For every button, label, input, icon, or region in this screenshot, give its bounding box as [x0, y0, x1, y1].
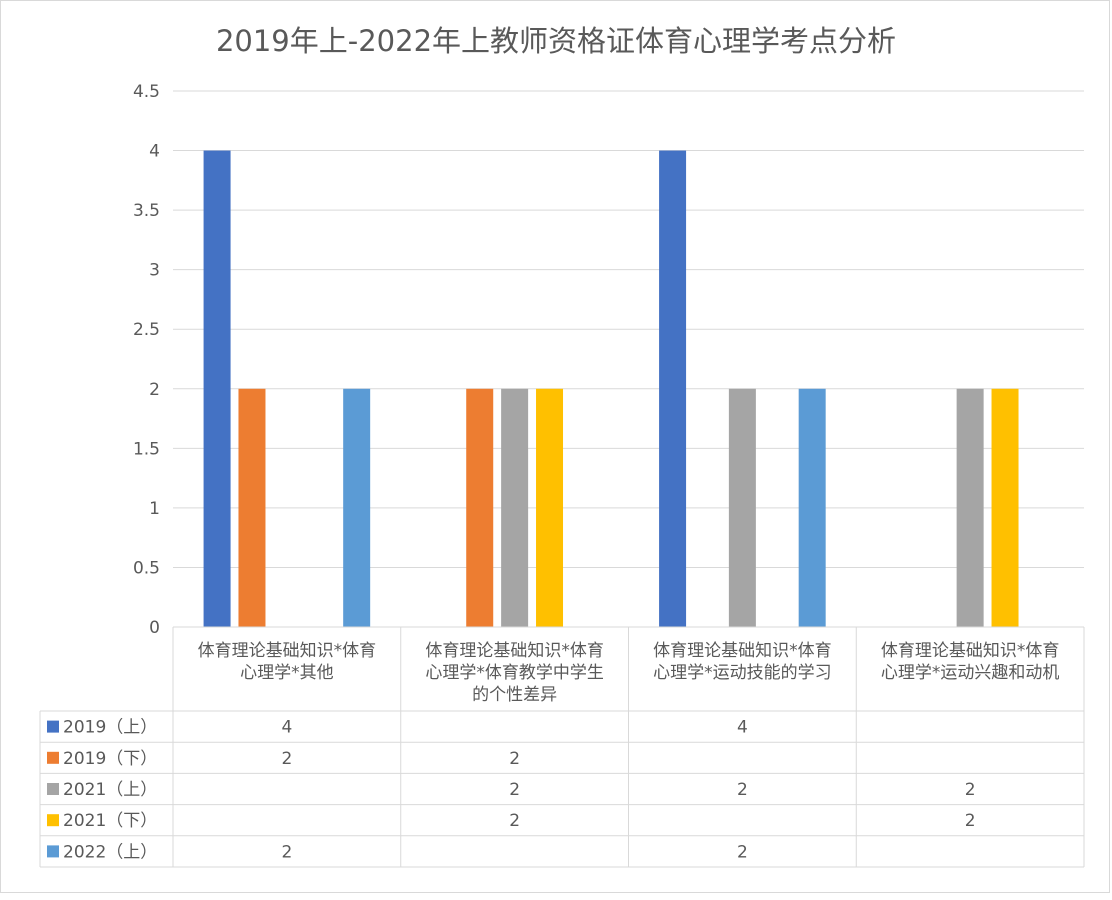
y-tick-label: 4	[149, 142, 160, 162]
category-label: 体育理论基础知识*体育	[425, 641, 604, 661]
category-label: 体育理论基础知识*体育	[881, 641, 1060, 661]
bar	[991, 388, 1019, 627]
y-tick-label: 4.5	[133, 82, 160, 102]
legend-label: 2019（上）	[63, 718, 157, 738]
y-tick-label: 1.5	[133, 439, 160, 459]
bar	[501, 388, 529, 627]
legend-swatch	[47, 720, 59, 733]
category-label: 心理学*其他	[240, 663, 334, 683]
legend-swatch	[47, 783, 59, 795]
bar	[343, 388, 371, 627]
legend-label: 2021（上）	[63, 780, 157, 800]
chart-title: 2019年上-2022年上教师资格证体育心理学考点分析	[215, 24, 897, 58]
category-label: 心理学*运动兴趣和动机	[881, 663, 1060, 683]
y-tick-label: 3.5	[133, 201, 160, 221]
data-label: 4	[737, 718, 748, 738]
y-tick-label: 0	[149, 618, 160, 638]
data-label: 2	[281, 749, 292, 769]
bar	[536, 388, 564, 627]
data-label: 2	[737, 842, 748, 862]
data-label: 2	[509, 811, 520, 831]
data-label: 2	[737, 780, 748, 800]
category-label: 心理学*体育教学中学生	[425, 663, 604, 683]
data-label: 2	[965, 811, 976, 831]
y-tick-label: 2	[149, 380, 160, 400]
bar	[956, 388, 984, 627]
bar	[728, 388, 756, 627]
legend-swatch	[47, 751, 59, 764]
bar	[466, 388, 494, 627]
y-tick-label: 3	[149, 261, 160, 281]
data-label: 4	[281, 718, 292, 738]
legend-label: 2021（下）	[63, 811, 157, 831]
category-label: 的个性差异	[472, 685, 557, 705]
data-label: 2	[965, 780, 976, 800]
y-tick-label: 1	[149, 499, 160, 519]
y-tick-label: 2.5	[133, 320, 160, 340]
legend-swatch	[47, 814, 59, 827]
bar	[798, 388, 826, 627]
y-tick-label: 0.5	[133, 558, 160, 578]
category-label: 心理学*运动技能的学习	[653, 663, 832, 683]
legend-swatch	[47, 845, 59, 858]
category-label: 体育理论基础知识*体育	[653, 641, 832, 661]
bar	[203, 150, 231, 628]
legend-label: 2022（上）	[63, 842, 157, 862]
bar	[238, 388, 266, 627]
data-label: 2	[509, 749, 520, 769]
data-label: 2	[509, 780, 520, 800]
legend-label: 2019（下）	[63, 749, 157, 769]
category-label: 体育理论基础知识*体育	[198, 641, 377, 661]
bar	[659, 150, 687, 628]
data-label: 2	[281, 842, 292, 862]
